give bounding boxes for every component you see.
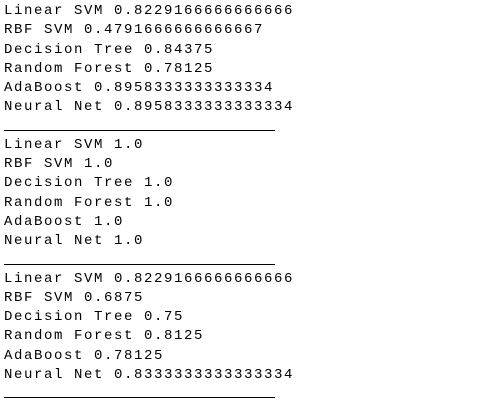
separator	[4, 129, 275, 131]
result-line: RBF SVM 1.0	[4, 156, 115, 173]
result-line: Decision Tree 0.75	[4, 309, 185, 326]
result-block: Linear SVM 0.8229166666666666 RBF SVM 0.6…	[4, 270, 485, 399]
separator	[4, 397, 275, 399]
result-line: Linear SVM 1.0	[4, 136, 145, 153]
result-line: AdaBoost 1.0	[4, 213, 125, 230]
result-line: Decision Tree 0.84375	[4, 41, 215, 58]
result-line: Random Forest 1.0	[4, 194, 175, 211]
result-line: AdaBoost 0.8958333333333334	[4, 80, 275, 97]
result-line: Random Forest 0.8125	[4, 328, 205, 345]
result-line: RBF SVM 0.6875	[4, 289, 145, 306]
result-block: Linear SVM 0.8229166666666666 RBF SVM 0.4…	[4, 2, 485, 131]
result-line: Linear SVM 0.8229166666666666	[4, 270, 295, 287]
result-line: Linear SVM 0.8229166666666666	[4, 3, 295, 19]
result-line: Neural Net 0.8333333333333334	[4, 367, 295, 384]
result-line: RBF SVM 0.4791666666666667	[4, 22, 265, 39]
result-line: Random Forest 0.78125	[4, 60, 215, 77]
result-line: Neural Net 1.0	[4, 233, 145, 250]
result-line: Neural Net 0.8958333333333334	[4, 99, 295, 116]
result-line: AdaBoost 0.78125	[4, 347, 165, 364]
result-line: Decision Tree 1.0	[4, 175, 175, 192]
result-block: Linear SVM 1.0 RBF SVM 1.0 Decision Tree 1…	[4, 136, 485, 265]
separator	[4, 263, 275, 265]
